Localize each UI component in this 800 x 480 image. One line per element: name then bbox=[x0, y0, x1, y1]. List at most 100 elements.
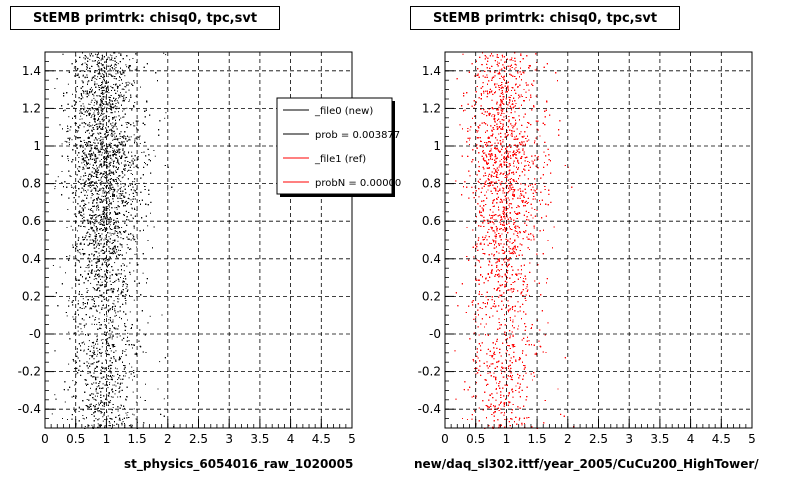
scatter-point bbox=[77, 259, 79, 261]
scatter-point bbox=[103, 196, 104, 197]
scatter-point bbox=[130, 199, 132, 201]
scatter-point bbox=[123, 186, 125, 188]
scatter-point bbox=[94, 238, 96, 239]
scatter-point bbox=[105, 96, 107, 98]
scatter-point bbox=[108, 337, 110, 339]
scatter-point bbox=[96, 335, 98, 337]
scatter-point bbox=[110, 396, 112, 398]
scatter-point bbox=[94, 323, 95, 325]
scatter-point bbox=[94, 102, 95, 104]
scatter-point bbox=[102, 383, 104, 385]
scatter-point bbox=[75, 136, 77, 138]
scatter-point bbox=[84, 426, 86, 427]
scatter-point bbox=[107, 70, 109, 72]
scatter-point bbox=[104, 242, 105, 244]
scatter-point bbox=[134, 82, 135, 84]
scatter-point bbox=[97, 410, 99, 412]
scatter-point bbox=[93, 298, 95, 299]
scatter-point bbox=[97, 353, 98, 355]
scatter-point bbox=[109, 224, 111, 226]
scatter-point bbox=[121, 382, 123, 384]
scatter-point bbox=[115, 166, 117, 168]
scatter-point bbox=[95, 173, 97, 175]
scatter-point bbox=[106, 64, 107, 66]
scatter-point bbox=[81, 158, 83, 160]
scatter-point bbox=[106, 289, 108, 291]
scatter-point bbox=[122, 263, 124, 265]
scatter-point bbox=[72, 93, 73, 95]
scatter-point bbox=[95, 390, 97, 392]
scatter-point bbox=[89, 163, 91, 165]
scatter-point bbox=[115, 279, 117, 281]
scatter-point bbox=[117, 185, 119, 187]
scatter-point bbox=[93, 350, 95, 352]
scatter-point bbox=[105, 378, 106, 380]
scatter-point bbox=[112, 200, 114, 202]
scatter-point bbox=[96, 355, 98, 357]
scatter-point bbox=[98, 138, 100, 140]
scatter-point bbox=[98, 411, 100, 413]
scatter-point bbox=[107, 223, 109, 225]
scatter-point bbox=[103, 64, 104, 66]
scatter-point bbox=[90, 147, 92, 149]
scatter-point bbox=[97, 343, 99, 345]
scatter-point bbox=[134, 239, 136, 241]
scatter-point bbox=[105, 350, 107, 352]
scatter-point bbox=[100, 139, 102, 141]
scatter-point bbox=[117, 63, 119, 65]
scatter-point bbox=[87, 143, 89, 145]
scatter-point bbox=[119, 335, 121, 337]
scatter-point bbox=[134, 253, 136, 255]
scatter-point bbox=[121, 202, 123, 204]
scatter-point bbox=[100, 339, 102, 341]
scatter-point bbox=[99, 103, 101, 105]
scatter-point bbox=[93, 97, 95, 99]
scatter-point bbox=[82, 63, 84, 65]
scatter-point bbox=[89, 404, 91, 406]
scatter-point bbox=[99, 373, 101, 375]
scatter-point bbox=[145, 383, 146, 385]
scatter-point bbox=[116, 368, 118, 370]
scatter-point bbox=[109, 382, 111, 384]
scatter-point bbox=[93, 95, 95, 97]
scatter-point bbox=[87, 110, 89, 112]
scatter-point bbox=[100, 250, 102, 252]
scatter-point bbox=[113, 77, 115, 79]
scatter-point bbox=[100, 400, 102, 402]
scatter-point bbox=[101, 105, 103, 107]
scatter-point bbox=[113, 300, 115, 302]
scatter-point bbox=[132, 413, 134, 415]
scatter-point bbox=[96, 323, 98, 325]
scatter-point bbox=[124, 86, 126, 88]
scatter-point bbox=[82, 370, 83, 372]
scatter-point bbox=[61, 182, 63, 183]
scatter-point bbox=[98, 110, 99, 112]
scatter-point bbox=[107, 204, 109, 206]
scatter-point bbox=[164, 117, 166, 119]
scatter-point bbox=[97, 392, 99, 394]
scatter-point bbox=[101, 97, 103, 99]
scatter-point bbox=[100, 68, 102, 69]
scatter-point bbox=[97, 204, 99, 206]
scatter-point bbox=[112, 239, 114, 241]
scatter-point bbox=[138, 138, 140, 140]
scatter-point bbox=[88, 270, 90, 272]
scatter-point bbox=[94, 99, 96, 101]
scatter-point bbox=[136, 335, 138, 337]
scatter-point bbox=[99, 57, 100, 59]
scatter-point bbox=[127, 81, 129, 83]
scatter-point bbox=[132, 158, 134, 160]
scatter-point bbox=[104, 270, 106, 272]
scatter-point bbox=[106, 168, 108, 169]
scatter-point bbox=[99, 198, 100, 200]
scatter-point bbox=[104, 106, 106, 108]
scatter-point bbox=[95, 273, 97, 275]
scatter-point bbox=[83, 105, 85, 107]
scatter-point bbox=[52, 265, 54, 266]
scatter-point bbox=[132, 218, 134, 220]
scatter-point bbox=[88, 362, 90, 364]
scatter-point bbox=[109, 275, 111, 277]
scatter-point bbox=[127, 412, 129, 413]
scatter-point bbox=[126, 123, 128, 125]
scatter-point bbox=[136, 238, 138, 240]
